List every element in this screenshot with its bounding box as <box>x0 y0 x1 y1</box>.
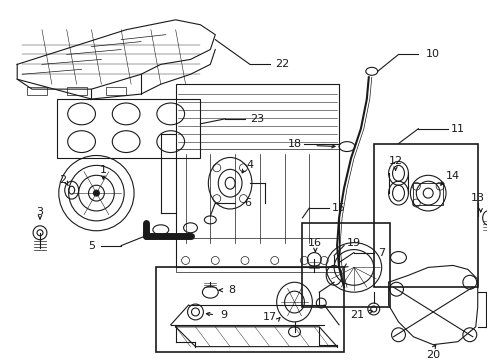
Bar <box>106 87 126 95</box>
Text: 12: 12 <box>387 157 402 166</box>
Bar <box>156 267 344 352</box>
Bar <box>412 183 442 205</box>
Bar <box>373 144 477 287</box>
Text: 21: 21 <box>349 310 363 320</box>
Text: 5: 5 <box>88 240 95 251</box>
Text: 8: 8 <box>228 285 235 295</box>
Text: 9: 9 <box>220 310 227 320</box>
Text: 4: 4 <box>246 161 253 170</box>
Text: 17: 17 <box>262 312 276 322</box>
Text: 15: 15 <box>331 203 346 213</box>
Text: 20: 20 <box>425 350 439 360</box>
Text: 3: 3 <box>37 207 43 217</box>
Bar <box>175 84 338 267</box>
Text: 13: 13 <box>470 193 484 203</box>
Bar <box>66 87 86 95</box>
Text: 19: 19 <box>346 238 360 248</box>
Text: 2: 2 <box>59 175 66 185</box>
Ellipse shape <box>153 225 168 235</box>
Text: 7: 7 <box>377 248 385 257</box>
Bar <box>302 223 389 307</box>
Bar <box>57 99 200 158</box>
Text: 1: 1 <box>100 165 107 175</box>
Bar <box>27 87 47 95</box>
Ellipse shape <box>93 190 99 196</box>
Text: 10: 10 <box>426 49 439 59</box>
Text: 23: 23 <box>249 114 264 124</box>
Text: 18: 18 <box>287 139 301 149</box>
Bar <box>175 84 338 149</box>
Text: 16: 16 <box>307 238 322 248</box>
Text: 6: 6 <box>244 198 251 208</box>
Text: 22: 22 <box>275 59 289 69</box>
Bar <box>175 238 338 273</box>
Text: 14: 14 <box>445 171 459 181</box>
Text: 11: 11 <box>450 124 464 134</box>
